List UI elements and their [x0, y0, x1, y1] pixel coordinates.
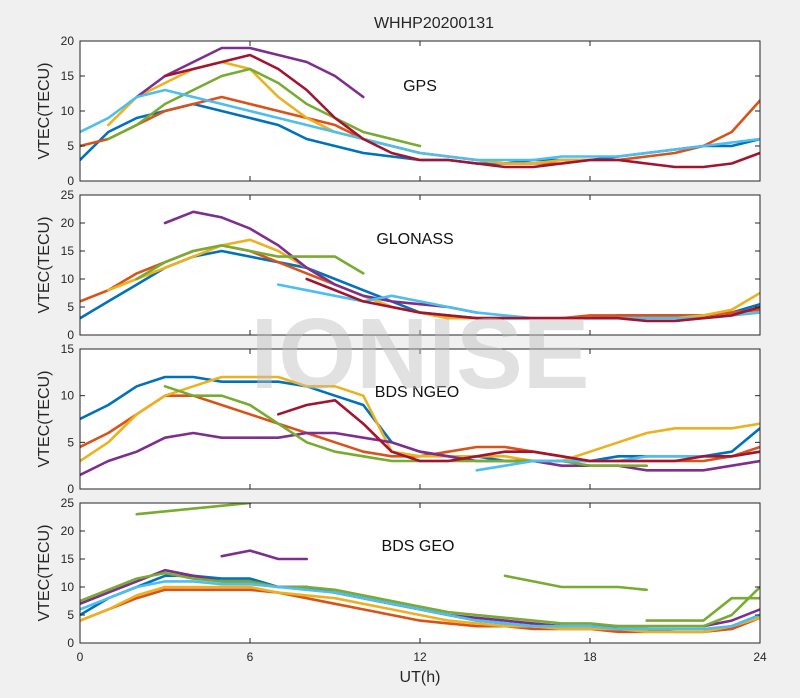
y-axis-label: VTEC(TECU): [36, 63, 53, 160]
series-line-7: [305, 277, 760, 323]
y-tick-label: 20: [61, 524, 75, 538]
series-line-6: [80, 580, 760, 631]
panel-3: 0 5 10 15 VTEC(TECU) BDS NGEO: [36, 342, 761, 496]
y-tick-label: 5: [67, 435, 74, 449]
x-tick-label: 0: [77, 650, 84, 664]
system-label: BDS NGEO: [375, 384, 459, 401]
panels: 0 5 10 15 20 VTEC(TECU) GPS 0 5 10 15 20 25 VTEC(TECU…: [36, 34, 767, 664]
series-line-7: [277, 399, 760, 463]
y-tick-label: 15: [61, 244, 75, 258]
x-tick-label: 12: [413, 650, 427, 664]
panel-2: 0 5 10 15 20 25 VTEC(TECU) GLONASS: [36, 188, 761, 342]
series-line-7: [163, 53, 760, 169]
y-tick-label: 15: [61, 342, 75, 356]
y-tick-label: 5: [67, 608, 74, 622]
y-axis-label: VTEC(TECU): [36, 525, 53, 622]
series-line-5: [80, 571, 760, 628]
series-line-3: [80, 585, 760, 634]
series-line-4: [80, 431, 760, 477]
y-tick-label: 0: [67, 636, 74, 650]
series-group: [80, 46, 760, 169]
x-axis-label: UT(h): [400, 669, 441, 686]
y-axis-label: VTEC(TECU): [36, 371, 53, 468]
series-line-10: [645, 596, 760, 622]
panel-1: 0 5 10 15 20 VTEC(TECU) GPS: [36, 34, 761, 188]
series-line-6: [80, 88, 760, 162]
y-tick-label: 0: [67, 328, 74, 342]
y-tick-label: 10: [61, 272, 75, 286]
y-tick-label: 0: [67, 482, 74, 496]
series-line-4: [163, 210, 478, 314]
x-tick-label: 24: [753, 650, 767, 664]
y-tick-label: 20: [61, 34, 75, 48]
y-tick-label: 10: [61, 104, 75, 118]
series-line-5: [135, 244, 365, 281]
series-line-3: [80, 375, 760, 463]
y-tick-label: 0: [67, 174, 74, 188]
y-axis-label: VTEC(TECU): [36, 217, 53, 314]
series-group: [80, 210, 760, 323]
y-tick-label: 5: [67, 139, 74, 153]
series-group: [80, 503, 760, 634]
series-line-5: [107, 67, 422, 148]
y-tick-label: 25: [61, 188, 75, 202]
x-tick-label: 6: [247, 650, 254, 664]
series-line-7: [220, 549, 308, 561]
y-tick-label: 20: [61, 216, 75, 230]
panel-4: 0 5 10 15 20 25 0 6 12 18 24 VTEC(TECU) BDS GEO: [36, 496, 767, 664]
y-tick-label: 10: [61, 389, 75, 403]
system-label: GLONASS: [376, 231, 453, 248]
series-line-4: [135, 46, 365, 99]
series-line-9: [503, 574, 648, 592]
y-tick-label: 10: [61, 580, 75, 594]
y-tick-label: 15: [61, 69, 75, 83]
y-tick-label: 25: [61, 496, 75, 510]
watermark: IONISE: [251, 298, 590, 410]
series-line-8: [135, 503, 252, 516]
y-tick-label: 15: [61, 552, 75, 566]
x-tick-label: 18: [583, 650, 597, 664]
y-tick-label: 5: [67, 300, 74, 314]
series-group: [80, 375, 760, 477]
system-label: GPS: [403, 78, 437, 95]
system-label: BDS GEO: [382, 538, 455, 555]
figure-title: WHHP20200131: [374, 15, 494, 32]
